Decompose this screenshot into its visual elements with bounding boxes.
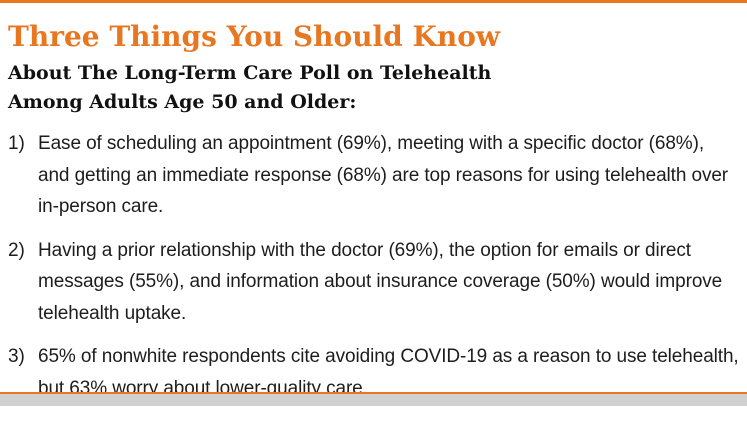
list-item-number: 1) bbox=[8, 133, 25, 154]
bottom-gray-band bbox=[0, 394, 747, 406]
bottom-accent-rule bbox=[0, 392, 747, 394]
top-accent-rule bbox=[0, 0, 747, 3]
list-item-number: 3) bbox=[8, 346, 25, 367]
list-item-text: Having a prior relationship with the doc… bbox=[38, 239, 723, 324]
subtitle-line-2: Among Adults Age 50 and Older: bbox=[8, 91, 357, 113]
findings-list: 1) Ease of scheduling an appointment (69… bbox=[8, 128, 740, 404]
list-item: 1) Ease of scheduling an appointment (69… bbox=[8, 128, 740, 223]
subtitle-line-1: About The Long-Term Care Poll on Telehea… bbox=[8, 62, 492, 84]
list-item-text: 65% of nonwhite respondents cite avoidin… bbox=[38, 346, 739, 399]
list-item: 2) Having a prior relationship with the … bbox=[8, 235, 740, 330]
list-item-text: Ease of scheduling an appointment (69%),… bbox=[38, 133, 729, 217]
page-subtitle: About The Long-Term Care Poll on Telehea… bbox=[8, 59, 491, 117]
page-title: Three Things You Should Know bbox=[8, 20, 500, 53]
list-item-number: 2) bbox=[8, 239, 25, 261]
